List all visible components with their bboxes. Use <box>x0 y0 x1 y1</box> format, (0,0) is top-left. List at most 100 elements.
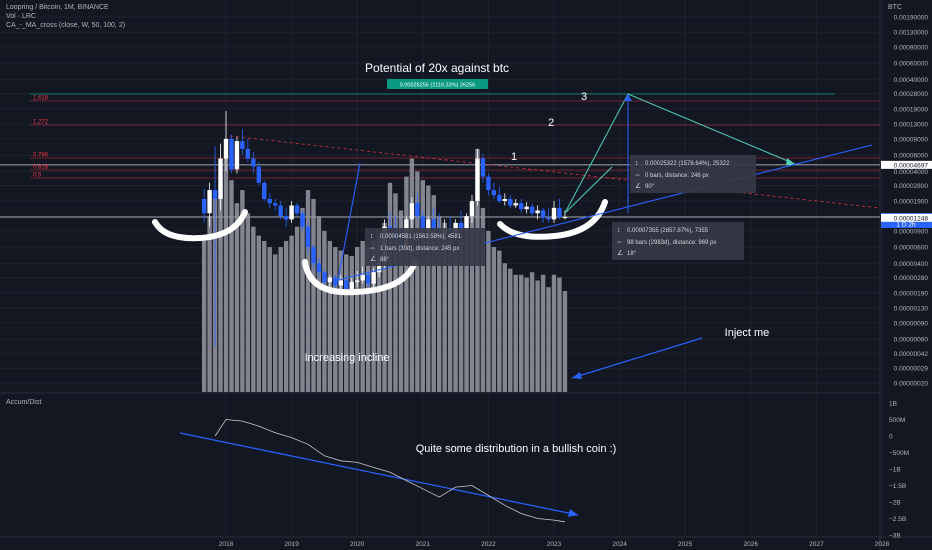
projection-1 <box>564 166 613 214</box>
candle-body <box>338 280 343 286</box>
wave-label-3: 3 <box>581 91 587 103</box>
candle-body <box>546 217 551 220</box>
volume-line[interactable]: Vol · LRC <box>6 13 36 20</box>
candle-body <box>508 198 513 206</box>
volume-bar <box>360 240 365 392</box>
candle-body <box>229 138 234 170</box>
price-tick-label: 0.00000042 <box>894 351 929 358</box>
horizontal-icon: ⇔ <box>634 172 641 179</box>
candle-body <box>223 138 229 159</box>
volume-bar <box>546 287 551 392</box>
candle <box>469 195 475 223</box>
fib-label: 0.786 <box>33 153 49 159</box>
candle <box>234 136 240 174</box>
fib-label: 0.618 <box>33 165 49 171</box>
time-label: 2025 <box>678 541 693 548</box>
candle-body <box>426 219 431 231</box>
volume-bar <box>535 280 540 392</box>
candle <box>557 198 562 220</box>
candle <box>497 186 502 204</box>
potential-title: Potential of 20x against btc <box>365 61 509 75</box>
candle <box>245 138 251 163</box>
candle <box>491 182 497 199</box>
volume-bar <box>316 216 322 392</box>
volume-bar <box>294 226 300 392</box>
candle <box>229 134 234 174</box>
candle <box>486 173 491 196</box>
fib-label: 1.618 <box>33 96 49 102</box>
price-axis: 0.00190000 0.00130000 0.00090000 0.00060000… <box>881 15 932 388</box>
candle <box>289 201 294 223</box>
price-tick-label: 0.00009000 <box>894 136 929 143</box>
candle-body <box>415 203 420 217</box>
price-tick-label: 0.00006000 <box>894 153 929 160</box>
candle-body <box>349 282 354 290</box>
measure-box-2: ↕ 0.00007355 (2857.87%), 7355 ⇔ 98 bars (29… <box>612 222 744 260</box>
volume-bar <box>245 213 251 392</box>
price-tick-label: 0.00019000 <box>894 107 929 114</box>
volume-bar <box>486 230 491 392</box>
wave-label-2: 2 <box>548 117 554 129</box>
candle-body <box>240 141 245 149</box>
candle-body <box>371 272 376 284</box>
volume-bar <box>333 247 338 392</box>
price-tick-label: 0.00000400 <box>894 261 929 268</box>
volume-bar <box>218 182 223 392</box>
vertical-icon: ↕ <box>635 160 639 167</box>
symbol-line[interactable]: Loopring / Bitcoin, 1M, BINANCE <box>6 4 109 11</box>
volume-bar <box>480 207 486 392</box>
ad-axis: 1B 500M 0 −500M −1B −1.5B −2B −2.5B −3B <box>889 401 909 540</box>
candle <box>355 270 360 288</box>
volume-bar <box>371 240 376 392</box>
measure-line3: 18° <box>627 251 637 257</box>
volume-bar <box>458 222 464 392</box>
measure-line2: 0 bars, distance: 246 px <box>645 173 709 179</box>
candle-body <box>311 247 316 264</box>
volume-bar <box>551 274 557 392</box>
price-marker-label: 0.00001248 <box>894 215 929 222</box>
ad-tick-label: −1.5B <box>889 483 906 490</box>
volume-bar <box>557 277 562 392</box>
candle-body <box>529 206 535 214</box>
indicator-line[interactable]: CA_-_MA_cross (close, W, 50, 100, 2) <box>6 22 126 29</box>
candle <box>480 153 486 183</box>
candle <box>529 203 535 217</box>
time-label: 2023 <box>547 541 562 548</box>
price-tick-label: 0.00000020 <box>894 381 929 388</box>
price-marker-label: 0.00004697 <box>894 162 929 169</box>
volume-bar <box>562 290 568 392</box>
ad-tick-label: 1B <box>889 401 897 408</box>
price-tick-label: 0.00060000 <box>894 61 929 68</box>
volume-bar <box>469 203 475 392</box>
candle-body <box>245 148 251 159</box>
volume-bar <box>497 250 502 392</box>
measure-box-bg <box>630 155 756 193</box>
candle <box>207 182 212 227</box>
price-tick-label: 0.00130000 <box>894 30 929 37</box>
candle-body <box>300 213 305 227</box>
volume-bar <box>355 247 360 392</box>
volume-bar <box>327 240 333 392</box>
candle-body <box>502 198 507 202</box>
time-label: 2028 <box>875 541 890 548</box>
volume-bar <box>508 268 513 392</box>
price-tick-label: 0.00002800 <box>894 183 929 190</box>
volume-bar <box>322 230 327 392</box>
ad-tick-label: 500M <box>889 417 905 424</box>
candle <box>316 258 322 278</box>
price-tick-label: 0.00040000 <box>894 77 929 84</box>
candle-body <box>218 158 223 199</box>
candle <box>508 195 513 208</box>
volume-bar <box>519 274 524 392</box>
downtrend-dashed <box>229 135 881 209</box>
price-tick-label: 0.00000060 <box>894 337 929 344</box>
candle <box>201 188 207 223</box>
volume-bar <box>229 180 234 392</box>
price-axis-bg <box>880 0 932 550</box>
candle-body <box>262 182 267 199</box>
ad-tick-label: −1B <box>889 467 901 474</box>
volume-bar <box>513 274 518 392</box>
accum-dist-title[interactable]: Accum/Dist <box>6 399 42 406</box>
measure-box-1: ↕ 0.00025322 (1578.64%), 25322 ⇔ 0 bars, di… <box>630 155 756 193</box>
